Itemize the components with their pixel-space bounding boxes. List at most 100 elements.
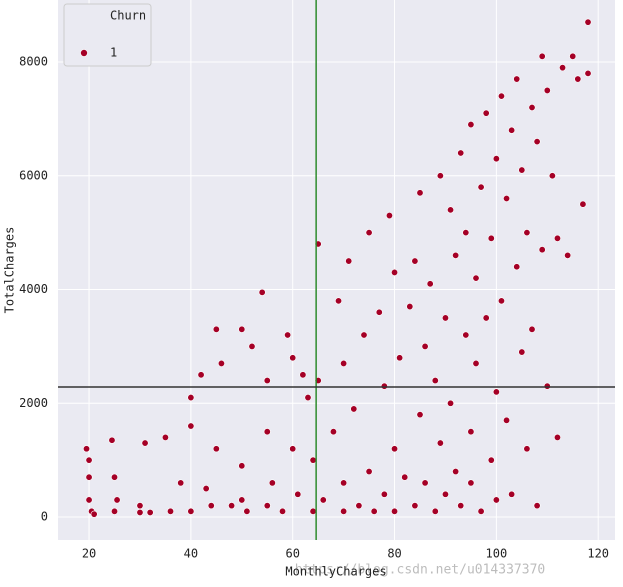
point [452, 251, 460, 259]
point [228, 502, 236, 510]
point [447, 399, 455, 407]
point [528, 103, 536, 111]
point [411, 257, 419, 265]
point [508, 490, 516, 498]
x-axis-label: MonthlyCharges [285, 565, 386, 579]
point [477, 507, 485, 515]
point [284, 331, 292, 339]
point [238, 325, 246, 333]
point [108, 436, 116, 444]
legend-title: Churn [110, 9, 146, 23]
point [111, 507, 119, 515]
point [564, 251, 572, 259]
point [380, 490, 388, 498]
point [543, 86, 551, 94]
point [472, 359, 480, 367]
point [518, 348, 526, 356]
plot-area [58, 0, 615, 540]
point [238, 496, 246, 504]
point [207, 502, 215, 510]
x-tick-label: 40 [184, 547, 198, 561]
point [457, 502, 465, 510]
point [569, 52, 577, 60]
point [452, 468, 460, 476]
point [263, 377, 271, 385]
point [83, 445, 91, 453]
point [263, 428, 271, 436]
x-tick-label: 20 [82, 547, 96, 561]
point [355, 502, 363, 510]
point [309, 456, 317, 464]
point [187, 507, 195, 515]
point [503, 416, 511, 424]
point [202, 485, 210, 493]
x-tick-label: 60 [285, 547, 299, 561]
point [212, 325, 220, 333]
point [396, 354, 404, 362]
x-tick-label: 80 [387, 547, 401, 561]
point [177, 479, 185, 487]
point [533, 138, 541, 146]
point [365, 229, 373, 237]
point [401, 473, 409, 481]
point [548, 172, 556, 180]
point [187, 422, 195, 430]
point [380, 382, 388, 390]
point [309, 507, 317, 515]
point [513, 263, 521, 271]
point [497, 92, 505, 100]
point [533, 502, 541, 510]
point [436, 439, 444, 447]
point [187, 394, 195, 402]
point [113, 496, 121, 504]
point [416, 411, 424, 419]
point [365, 468, 373, 476]
point [350, 405, 358, 413]
point [289, 354, 297, 362]
point [426, 280, 434, 288]
point [492, 155, 500, 163]
point [467, 428, 475, 436]
point [457, 149, 465, 157]
point [462, 331, 470, 339]
point [421, 479, 429, 487]
legend: Churn 1 [63, 3, 152, 67]
y-tick-label: 2000 [19, 396, 48, 410]
point [431, 507, 439, 515]
point [584, 18, 592, 26]
point [136, 508, 144, 516]
point [85, 496, 93, 504]
point [406, 303, 414, 311]
point [279, 507, 287, 515]
x-tick-label: 120 [587, 547, 609, 561]
point [375, 308, 383, 316]
point [238, 462, 246, 470]
point [441, 314, 449, 322]
point [482, 314, 490, 322]
point [559, 64, 567, 72]
point [268, 479, 276, 487]
point [538, 246, 546, 254]
y-tick-label: 6000 [19, 168, 48, 182]
point [513, 75, 521, 83]
point [543, 382, 551, 390]
point [167, 507, 175, 515]
point [421, 342, 429, 350]
x-tick-label: 100 [486, 547, 508, 561]
point [90, 510, 98, 518]
point [340, 359, 348, 367]
point [447, 206, 455, 214]
legend-label: 1 [110, 46, 117, 60]
point [263, 502, 271, 510]
y-tick-label: 8000 [19, 54, 48, 68]
point [523, 229, 531, 237]
point [411, 502, 419, 510]
point [492, 496, 500, 504]
point [289, 445, 297, 453]
point [431, 377, 439, 385]
point [345, 257, 353, 265]
point [518, 166, 526, 174]
point [553, 234, 561, 242]
point [299, 371, 307, 379]
